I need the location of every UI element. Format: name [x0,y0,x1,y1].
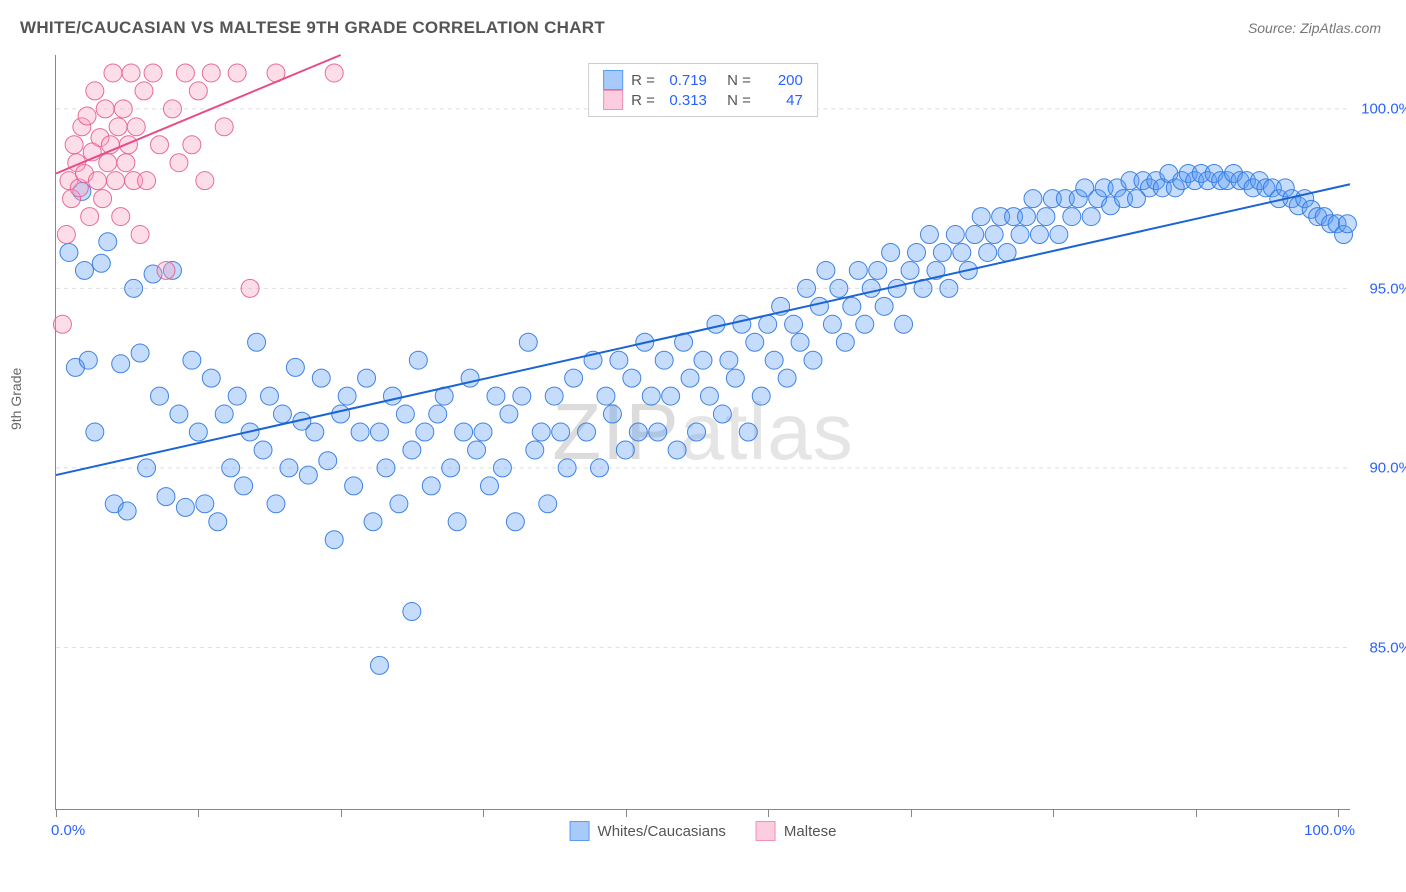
x-tick [1338,809,1339,817]
y-axis-label: 9th Grade [8,368,24,430]
x-tick [341,809,342,817]
legend-item-0: Whites/Caucasians [570,821,726,841]
x-tick [483,809,484,817]
legend-label-0: Whites/Caucasians [598,823,726,840]
stats-swatch-0 [603,70,623,90]
stat-r-val-1: 0.313 [663,92,707,109]
chart-title: WHITE/CAUCASIAN VS MALTESE 9TH GRADE COR… [20,18,605,38]
legend-item-1: Maltese [756,821,837,841]
stat-n-val-1: 47 [759,92,803,109]
stats-swatch-1 [603,90,623,110]
stat-n-label: N = [727,92,751,109]
y-tick-label: 95.0% [1369,280,1406,297]
legend-swatch-1 [756,821,776,841]
stat-r-label: R = [631,72,655,89]
legend-bottom: Whites/Caucasians Maltese [570,821,837,841]
stat-n-label: N = [727,72,751,89]
x-tick [1196,809,1197,817]
x-right-label: 100.0% [1304,822,1355,839]
scatter-svg [56,55,1350,809]
stat-r-val-0: 0.719 [663,72,707,89]
x-tick [198,809,199,817]
stats-row-1: R = 0.313 N = 47 [603,90,803,110]
x-tick [911,809,912,817]
x-tick [56,809,57,817]
legend-label-1: Maltese [784,823,837,840]
x-tick [768,809,769,817]
plot-area: ZIPatlas R = 0.719 N = 200 R = 0.313 N =… [55,55,1350,810]
stats-box: R = 0.719 N = 200 R = 0.313 N = 47 [588,63,818,117]
x-tick [626,809,627,817]
y-tick-label: 100.0% [1361,100,1406,117]
x-tick [1053,809,1054,817]
stat-r-label: R = [631,92,655,109]
x-left-label: 0.0% [51,822,85,839]
source-attribution: Source: ZipAtlas.com [1248,20,1381,36]
stat-n-val-0: 200 [759,72,803,89]
y-tick-label: 85.0% [1369,640,1406,657]
legend-swatch-0 [570,821,590,841]
stats-row-0: R = 0.719 N = 200 [603,70,803,90]
y-tick-label: 90.0% [1369,460,1406,477]
